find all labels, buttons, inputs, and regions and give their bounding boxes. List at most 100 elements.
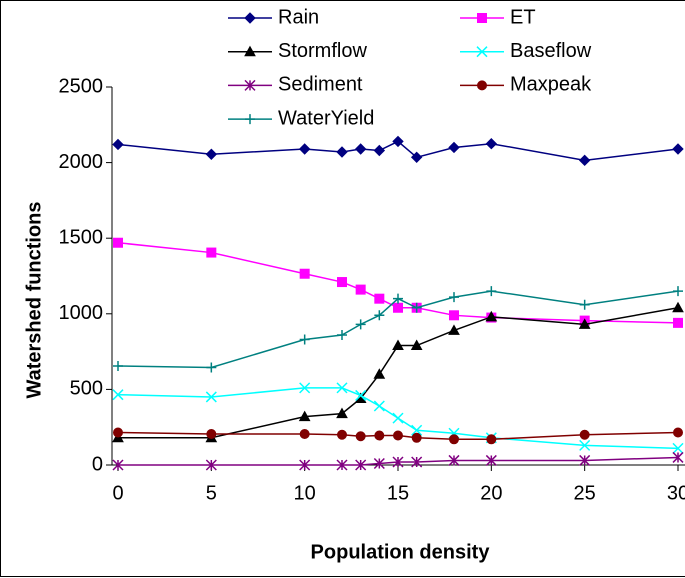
y-tick-label: 1500 xyxy=(59,226,104,248)
marker xyxy=(299,459,311,471)
marker xyxy=(355,284,366,295)
marker xyxy=(112,459,124,471)
marker xyxy=(579,454,591,466)
x-tick-label: 10 xyxy=(294,482,316,504)
marker xyxy=(411,432,422,443)
marker xyxy=(393,302,403,313)
marker xyxy=(112,389,124,401)
x-tick-label: 5 xyxy=(206,482,217,504)
marker xyxy=(298,143,311,155)
marker xyxy=(205,148,218,160)
marker xyxy=(411,424,423,436)
marker xyxy=(448,324,460,335)
series-line xyxy=(117,290,679,369)
legend-label: WaterYield xyxy=(278,107,374,129)
marker xyxy=(485,310,498,322)
marker xyxy=(579,439,591,451)
y-axis-title: Watershed functions xyxy=(23,201,45,398)
marker xyxy=(206,362,217,373)
marker xyxy=(205,391,217,403)
marker xyxy=(449,310,459,321)
marker xyxy=(393,430,403,441)
marker xyxy=(411,456,423,468)
x-tick-label: 30 xyxy=(667,482,685,504)
marker xyxy=(392,412,404,424)
marker xyxy=(477,13,487,23)
legend-label: Sediment xyxy=(278,74,363,96)
x-tick-label: 15 xyxy=(387,482,409,504)
marker xyxy=(299,429,310,440)
marker xyxy=(578,154,591,167)
marker xyxy=(373,400,385,412)
marker xyxy=(112,138,124,151)
marker xyxy=(374,293,385,304)
legend-label: Maxpeak xyxy=(510,74,592,96)
marker xyxy=(336,146,348,158)
marker xyxy=(337,429,347,440)
y-tick-label: 0 xyxy=(92,453,103,475)
marker xyxy=(373,144,386,157)
marker xyxy=(448,141,460,154)
marker xyxy=(673,286,683,297)
marker xyxy=(579,429,590,440)
y-tick-label: 500 xyxy=(70,378,103,400)
marker xyxy=(245,114,255,125)
marker xyxy=(355,459,367,471)
marker xyxy=(477,80,487,91)
marker xyxy=(373,457,385,470)
marker xyxy=(486,434,497,445)
legend-label: ET xyxy=(510,6,536,28)
marker xyxy=(673,427,683,438)
marker xyxy=(113,360,123,371)
marker xyxy=(672,143,684,155)
marker xyxy=(392,339,404,351)
marker xyxy=(355,431,366,442)
series-line xyxy=(118,456,679,466)
marker xyxy=(206,247,217,258)
marker xyxy=(485,137,498,150)
series-line xyxy=(117,431,679,441)
marker xyxy=(410,339,423,351)
marker xyxy=(299,334,310,345)
marker xyxy=(299,382,311,394)
marker xyxy=(337,329,347,340)
marker xyxy=(336,382,348,394)
marker xyxy=(113,237,123,248)
marker xyxy=(672,301,684,313)
legend-label: Stormflow xyxy=(278,40,367,62)
marker xyxy=(672,451,684,463)
marker xyxy=(579,299,590,310)
y-tick-label: 1000 xyxy=(59,302,104,324)
x-axis-title: Population density xyxy=(311,541,491,563)
marker xyxy=(205,459,217,471)
x-tick-label: 20 xyxy=(480,482,502,504)
legend-label: Baseflow xyxy=(510,40,592,62)
marker xyxy=(673,317,683,328)
series-line xyxy=(118,307,679,439)
marker xyxy=(336,459,348,471)
series-line xyxy=(117,140,679,162)
marker xyxy=(298,410,311,422)
marker xyxy=(410,151,423,164)
legend-label: Rain xyxy=(278,6,319,28)
marker xyxy=(355,389,367,401)
marker xyxy=(485,454,497,466)
marker xyxy=(374,310,385,321)
y-tick-label: 2000 xyxy=(59,151,104,173)
marker xyxy=(355,319,366,330)
marker xyxy=(392,456,404,468)
marker xyxy=(206,429,217,440)
marker xyxy=(672,442,684,454)
marker xyxy=(244,79,256,91)
marker xyxy=(244,45,256,57)
x-tick-label: 0 xyxy=(112,482,123,504)
y-tick-label: 2500 xyxy=(59,75,104,97)
marker xyxy=(299,268,310,279)
marker xyxy=(448,454,460,466)
marker xyxy=(336,407,348,419)
marker xyxy=(392,135,404,148)
marker xyxy=(393,293,403,304)
marker xyxy=(244,12,256,24)
